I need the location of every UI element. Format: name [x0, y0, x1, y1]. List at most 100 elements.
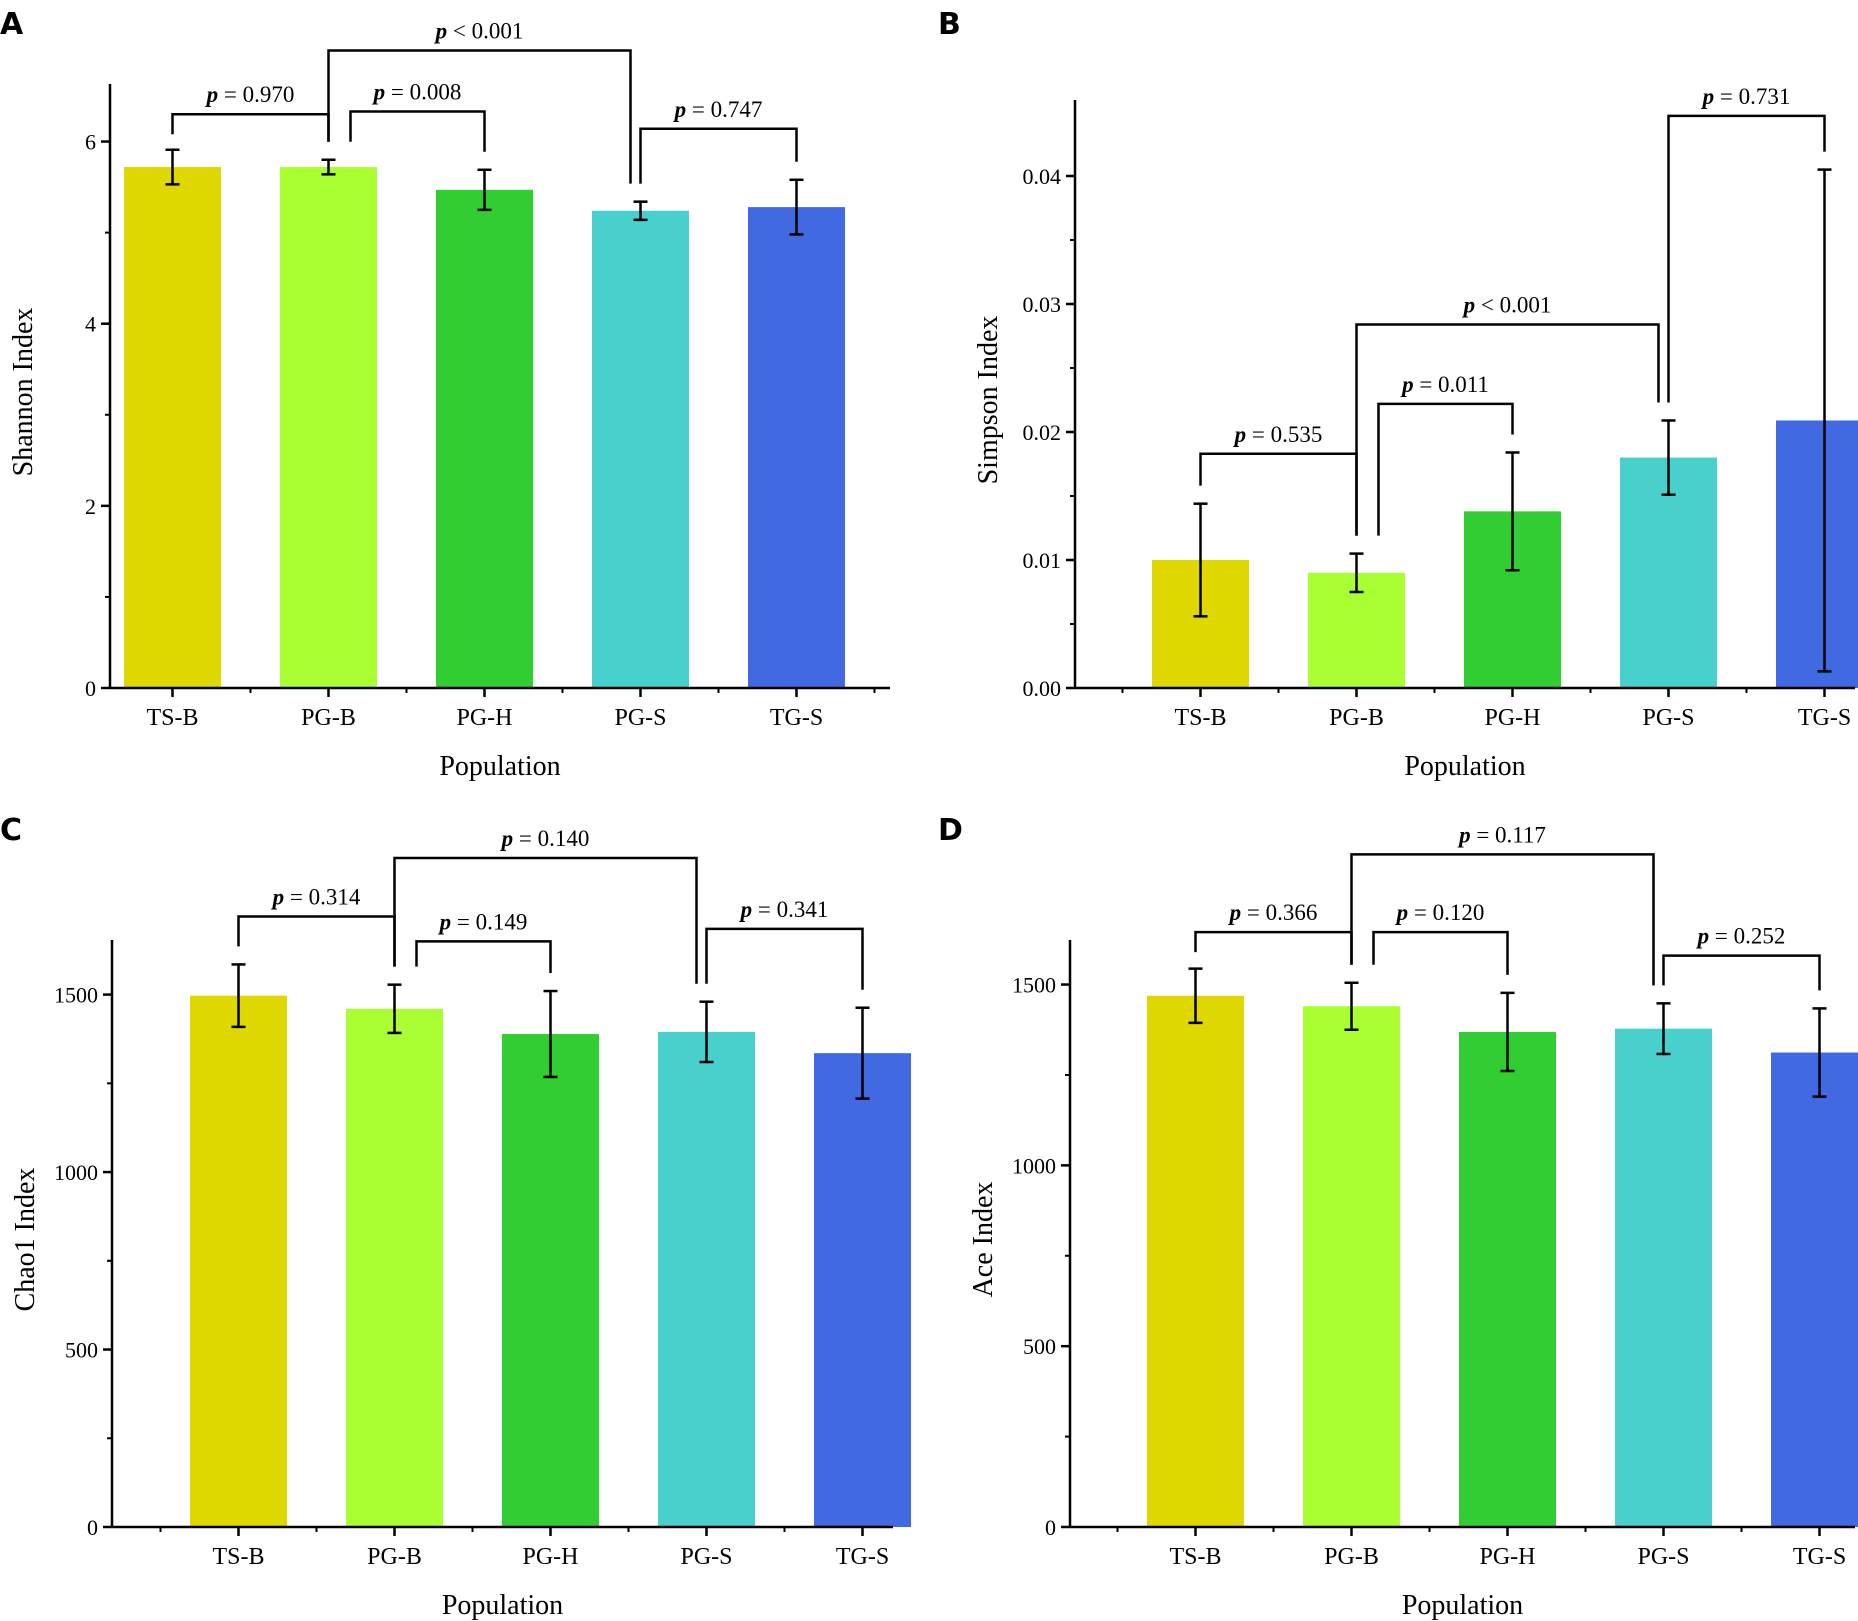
p-symbol: p [438, 909, 452, 934]
p-value: = 0.341 [752, 897, 828, 922]
y-tick-label: 0 [87, 1515, 98, 1540]
panel-letter-c: C [0, 813, 22, 848]
bracket-line [1199, 452, 1358, 536]
bracket-line [237, 915, 396, 967]
p-symbol: p [1701, 84, 1715, 109]
significance-bracket-a-2: p = 0.008 [349, 79, 486, 152]
bracket-line [327, 49, 632, 184]
p-value-label: p = 0.120 [1395, 900, 1485, 925]
p-value: = 0.366 [1241, 900, 1317, 925]
bar-pg-s [592, 210, 689, 688]
bar-pg-h [436, 189, 533, 688]
significance-bracket-c-1: p = 0.314 [237, 885, 396, 967]
x-tick-label-pg-b: PG-B [367, 1544, 422, 1570]
panel-c: C 0 500 1000 1500 TS-B PG-B PG-H PG-S TG-S Popula… [0, 813, 911, 1621]
significance-bracket-c-2: p = 0.149 [415, 909, 552, 974]
p-value: = 0.535 [1246, 422, 1322, 447]
p-value-label: p = 0.341 [739, 897, 829, 922]
p-value: = 0.008 [385, 79, 461, 104]
panel-letter-d: D [938, 813, 963, 848]
significance-bracket-a-1: p = 0.970 [171, 82, 330, 142]
bar-pg-b [346, 1008, 443, 1527]
p-value-label: p = 0.140 [500, 826, 590, 851]
p-value-label: p < 0.001 [434, 18, 524, 43]
p-value: = 0.149 [451, 909, 527, 934]
bar-tg-s [1771, 1052, 1858, 1527]
significance-bracket-d-1: p = 0.366 [1194, 900, 1353, 965]
significance-bracket-b-2: p = 0.011 [1377, 372, 1514, 536]
p-value-label: p = 0.731 [1701, 84, 1791, 109]
panel-letter-b: B [938, 7, 961, 42]
y-tick-label: 0.00 [1023, 676, 1062, 701]
panel-a: A 0 2 4 6 TS-B PG-B PG-H PG-S TG-S Population Shan… [0, 7, 890, 782]
x-tick-label-pg-s: PG-S [680, 1544, 732, 1570]
y-tick-label: 6 [85, 130, 96, 155]
p-value: = 0.117 [1471, 822, 1546, 847]
bar-ts-b [190, 995, 287, 1527]
p-value-label: p = 0.747 [673, 97, 763, 122]
x-tick-label-pg-b: PG-B [1324, 1544, 1379, 1570]
p-symbol: p [1462, 292, 1476, 317]
bar-tg-s [748, 207, 845, 689]
p-value: = 0.011 [1414, 372, 1489, 397]
x-axis-title: Population [439, 751, 560, 782]
x-tick-label-pg-h: PG-H [1479, 1544, 1535, 1570]
y-tick-label: 0.01 [1023, 548, 1062, 573]
p-value: = 0.314 [284, 885, 361, 910]
y-axis-title: Simpson Index [973, 316, 1004, 485]
panel-letter-a: A [0, 7, 24, 42]
p-symbol: p [1228, 900, 1242, 925]
p-value-label: p = 0.314 [271, 885, 361, 910]
p-value: < 0.001 [1475, 292, 1551, 317]
x-tick-label-pg-s: PG-S [1637, 1544, 1689, 1570]
bracket-line [1372, 930, 1509, 975]
p-value: = 0.731 [1714, 84, 1790, 109]
bracket-line [705, 927, 864, 990]
bar-pg-h [1459, 1031, 1556, 1527]
y-axis-title: Shannon Index [8, 308, 39, 477]
y-tick-label: 2 [85, 494, 96, 519]
panel-b: B 0.00 0.01 0.02 0.03 0.04 TS-B PG-B PG-H PG-S TG… [938, 7, 1858, 782]
bar-pg-s [658, 1031, 755, 1527]
p-symbol: p [1696, 924, 1710, 949]
significance-bracket-a-3: p < 0.001 [327, 18, 632, 184]
significance-bracket-c-3: p = 0.140 [393, 826, 698, 984]
p-symbol: p [434, 18, 448, 43]
y-tick-label: 1500 [1012, 973, 1056, 998]
y-tick-label: 0.03 [1023, 292, 1062, 317]
significance-bracket-a-4: p = 0.747 [639, 97, 798, 184]
bracket-line [1667, 114, 1826, 403]
y-tick-label: 1000 [54, 1160, 98, 1185]
bracket-line [1377, 402, 1514, 536]
bracket-line [1350, 853, 1655, 986]
x-tick-label-pg-b: PG-B [301, 705, 356, 731]
p-value-label: p = 0.008 [372, 79, 462, 104]
p-symbol: p [739, 897, 753, 922]
p-symbol: p [500, 826, 514, 851]
p-symbol: p [1457, 822, 1471, 847]
bar-tg-s [814, 1053, 911, 1527]
x-axis-title: Population [1404, 751, 1525, 782]
panel-d: D 0 500 1000 1500 TS-B PG-B PG-H PG-S TG-S Popula… [938, 813, 1858, 1621]
significance-bracket-d-3: p = 0.117 [1350, 822, 1655, 986]
y-tick-label: 4 [85, 312, 96, 337]
p-value-label: p < 0.001 [1462, 292, 1552, 317]
x-tick-label-pg-s: PG-S [1642, 705, 1694, 731]
x-tick-label-tg-s: TG-S [1798, 705, 1851, 731]
p-value-label: p = 0.117 [1457, 822, 1546, 847]
p-value-label: p = 0.535 [1233, 422, 1323, 447]
p-value-label: p = 0.970 [205, 82, 295, 107]
p-value: = 0.252 [1709, 924, 1785, 949]
bracket-line [171, 112, 330, 142]
bar-ts-b [1147, 995, 1244, 1527]
bar-pg-h [502, 1033, 599, 1527]
p-symbol: p [673, 97, 687, 122]
x-tick-label-ts-b: TS-B [1169, 1544, 1221, 1570]
p-symbol: p [1395, 900, 1409, 925]
x-tick-label-pg-h: PG-H [522, 1544, 578, 1570]
p-value: = 0.747 [686, 97, 762, 122]
y-tick-label: 0 [1045, 1515, 1056, 1540]
x-tick-label-tg-s: TG-S [770, 705, 823, 731]
y-axis-title: Ace Index [968, 1182, 999, 1298]
bracket-line [639, 127, 798, 184]
